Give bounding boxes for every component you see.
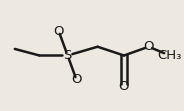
Text: CH₃: CH₃ xyxy=(158,49,182,62)
Text: O: O xyxy=(143,40,154,53)
Text: O: O xyxy=(54,25,64,38)
Text: O: O xyxy=(119,80,129,93)
Text: S: S xyxy=(63,49,72,62)
Text: O: O xyxy=(71,73,82,86)
